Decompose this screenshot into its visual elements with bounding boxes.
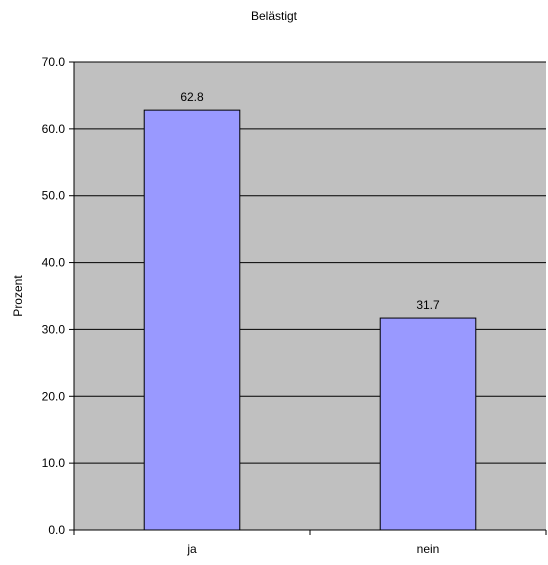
- bars: [143, 109, 477, 531]
- y-tick-label: 40.0: [42, 256, 66, 270]
- y-tick-label: 20.0: [42, 389, 66, 403]
- labels: 0.0 10.0 20.0 30.0 40.0 50.0 60.0 70.0 62.8 ja 31.…: [42, 55, 440, 556]
- y-tick-label: 50.0: [42, 189, 66, 203]
- chart-title: Belästigt: [251, 9, 298, 23]
- x-tick-label: nein: [417, 542, 440, 556]
- x-tick-label: ja: [186, 542, 197, 556]
- data-label: 31.7: [416, 298, 440, 312]
- bar: [143, 109, 241, 531]
- y-tick-label: 30.0: [42, 322, 66, 336]
- y-tick-label: 0.0: [48, 523, 65, 537]
- y-tick-label: 10.0: [42, 456, 66, 470]
- y-tick-label: 70.0: [42, 55, 66, 69]
- data-label: 62.8: [180, 90, 204, 104]
- axes: [69, 61, 547, 535]
- y-tick-label: 60.0: [42, 122, 66, 136]
- bar: [379, 317, 477, 531]
- y-axis-label: Prozent: [11, 275, 25, 317]
